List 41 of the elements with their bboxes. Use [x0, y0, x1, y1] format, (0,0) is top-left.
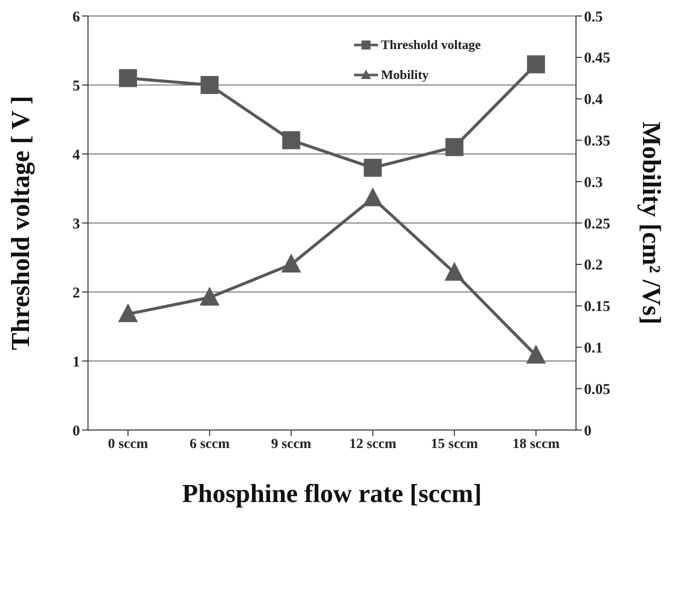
- x-tick-label: 15 sccm: [430, 436, 478, 452]
- y-tick-label: 4: [72, 147, 80, 164]
- y2-tick-label: 0.4: [584, 92, 604, 108]
- point: [200, 286, 220, 306]
- point: [282, 131, 300, 150]
- point: [527, 55, 545, 74]
- x-tick-label: 9 sccm: [271, 436, 312, 452]
- point: [119, 69, 137, 88]
- y2-tick-label: 0.25: [584, 216, 610, 232]
- y2-tick-label: 0.2: [584, 258, 603, 274]
- y-axis-title: Threshold voltage [ V ]: [6, 96, 36, 350]
- y2-axis-title: Mobility [cm² /Vs]: [636, 122, 666, 324]
- y-tick-label: 5: [72, 78, 80, 94]
- point: [364, 158, 382, 177]
- x-tick-label: 0 sccm: [108, 436, 148, 452]
- y2-tick-label: 0.05: [584, 382, 610, 398]
- y2-tick-label: 0.35: [584, 134, 610, 150]
- point: [281, 254, 302, 272]
- y2-tick-label: 0.3: [584, 174, 603, 191]
- y-tick-label: 1: [72, 354, 80, 370]
- y-tick-label: 6: [72, 9, 80, 26]
- x-tick-label: 6 sccm: [190, 436, 230, 452]
- y2-tick-label: 0.5: [584, 9, 603, 26]
- y-tick-label: 0: [72, 423, 80, 440]
- legend-label: Mobility: [381, 67, 429, 83]
- legend-label: Threshold voltage: [381, 37, 481, 53]
- x-axis-title: Phosphine flow rate [sccm]: [182, 479, 482, 508]
- y-tick-label: 3: [72, 216, 80, 232]
- y2-tick-label: 0: [584, 423, 592, 440]
- point: [526, 344, 546, 364]
- point: [445, 138, 464, 156]
- y2-tick-label: 0.15: [584, 299, 610, 316]
- point: [118, 303, 138, 322]
- y-tick-label: 2: [72, 285, 80, 302]
- y2-tick-label: 0.45: [584, 50, 610, 67]
- point: [200, 76, 219, 94]
- y2-tick-label: 0.1: [584, 340, 603, 357]
- point: [362, 187, 383, 206]
- point: [444, 262, 464, 281]
- x-tick-label: 18 sccm: [512, 436, 560, 452]
- x-tick-label: 12 sccm: [349, 436, 397, 452]
